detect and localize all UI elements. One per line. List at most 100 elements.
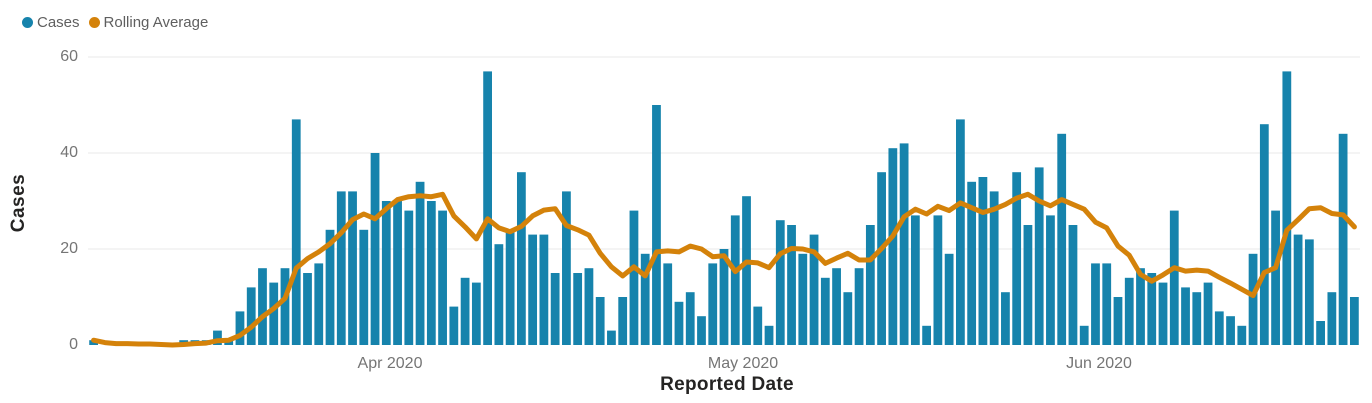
cases-bar[interactable] [865,225,875,345]
cases-bar[interactable] [764,325,774,345]
cases-bar[interactable] [449,306,459,345]
cases-bar[interactable] [787,225,796,345]
cases-bar[interactable] [1034,167,1044,345]
cases-bar[interactable] [539,234,549,345]
cases-bar[interactable] [910,215,920,345]
cases-bar[interactable] [1012,172,1022,345]
cases-bar[interactable] [1079,325,1089,345]
cases-bar[interactable] [1237,325,1247,345]
cases-bar[interactable] [730,215,740,345]
cases-bar[interactable] [944,253,954,345]
cases-bar[interactable] [370,153,380,345]
cases-bar[interactable] [685,292,695,345]
cases-bar[interactable] [1338,133,1348,345]
cases-bar[interactable] [280,268,290,345]
cases-bar[interactable] [213,330,222,345]
cases-bar[interactable] [1304,239,1314,345]
cases-bar[interactable] [607,330,616,345]
cases-bar[interactable] [359,229,369,345]
cases-bar[interactable] [303,273,312,345]
cases-bar[interactable] [798,253,808,345]
cases-bar[interactable] [719,249,729,345]
cases-bar[interactable] [674,301,684,345]
cases-bar[interactable] [1226,316,1235,345]
cases-bar[interactable] [888,148,898,345]
cases-bar[interactable] [663,263,673,345]
cases-bar[interactable] [1158,282,1168,345]
cases-bar[interactable] [933,215,943,345]
cases-bar[interactable] [336,191,346,345]
cases-bar[interactable] [629,210,639,345]
cases-bar[interactable] [1091,263,1100,345]
cases-bar[interactable] [1169,210,1179,345]
cases-bar[interactable] [640,253,650,345]
cases-bar[interactable] [1192,292,1202,345]
cases-bar[interactable] [1068,225,1078,345]
cases-bar[interactable] [325,229,335,345]
cases-bar[interactable] [460,277,470,345]
cases-bar[interactable] [1203,282,1213,345]
cases-bar[interactable] [483,71,492,346]
cases-bar[interactable] [1271,210,1280,345]
cases-bar[interactable] [246,287,256,345]
cases-bar[interactable] [494,244,504,345]
cases-bar[interactable] [753,306,763,345]
cases-bar[interactable] [1349,297,1359,345]
cases-bar[interactable] [708,263,718,345]
cases-bar[interactable] [1248,253,1258,345]
cases-bar[interactable] [742,196,751,345]
cases-bar[interactable] [1316,321,1325,345]
cases-bar[interactable] [967,181,977,345]
cases-bar[interactable] [809,234,819,345]
cases-bar[interactable] [899,143,909,345]
cases-bar[interactable] [258,268,267,345]
cases-bar[interactable] [1181,287,1190,345]
cases-bar[interactable] [505,229,515,345]
cases-bar[interactable] [573,273,583,345]
cases-bar[interactable] [415,181,425,345]
cases-bar[interactable] [438,210,447,345]
cases-bar[interactable] [1001,292,1010,345]
cases-bar[interactable] [1057,133,1067,345]
cases-bar[interactable] [404,210,414,345]
cases-bar[interactable] [1282,71,1292,346]
cases-bar[interactable] [1136,268,1145,345]
cases-bar[interactable] [854,268,864,345]
cases-bar[interactable] [471,282,481,345]
cases-bar[interactable] [1214,311,1224,345]
cases-bar[interactable] [528,234,538,345]
cases-bar[interactable] [314,263,324,345]
cases-bar[interactable] [1124,277,1134,345]
legend-item-rolling-average[interactable]: Rolling Average [88,15,208,30]
cases-bar[interactable] [1102,263,1112,345]
cases-bar[interactable] [550,273,560,345]
cases-bar[interactable] [1023,225,1033,345]
cases-bar[interactable] [1147,273,1157,345]
cases-bar[interactable] [1259,124,1269,345]
cases-bar[interactable] [832,268,841,345]
cases-bar[interactable] [516,172,526,345]
cases-bar[interactable] [562,191,571,345]
cases-bar[interactable] [235,311,245,345]
cases-bar[interactable] [1046,215,1055,345]
cases-bar[interactable] [775,220,785,345]
cases-bar[interactable] [989,191,999,345]
cases-bar[interactable] [291,119,301,346]
cases-bar[interactable] [1113,297,1123,345]
cases-bar[interactable] [697,316,706,345]
legend-item-cases[interactable]: Cases [22,15,80,30]
cases-bar[interactable] [584,268,594,345]
cases-bar[interactable] [652,105,661,345]
cases-bar[interactable] [269,282,279,345]
cases-bar[interactable] [595,297,605,345]
cases-bar[interactable] [922,325,932,345]
cases-bar[interactable] [618,297,628,345]
cases-bar[interactable] [843,292,853,345]
cases-bar[interactable] [877,172,886,345]
cases-bar[interactable] [978,177,988,345]
cases-bar[interactable] [1293,234,1303,345]
rolling-average-line[interactable] [91,191,1357,348]
cases-bar[interactable] [348,191,357,345]
cases-bar[interactable] [820,277,830,345]
cases-bar[interactable] [1327,292,1337,345]
